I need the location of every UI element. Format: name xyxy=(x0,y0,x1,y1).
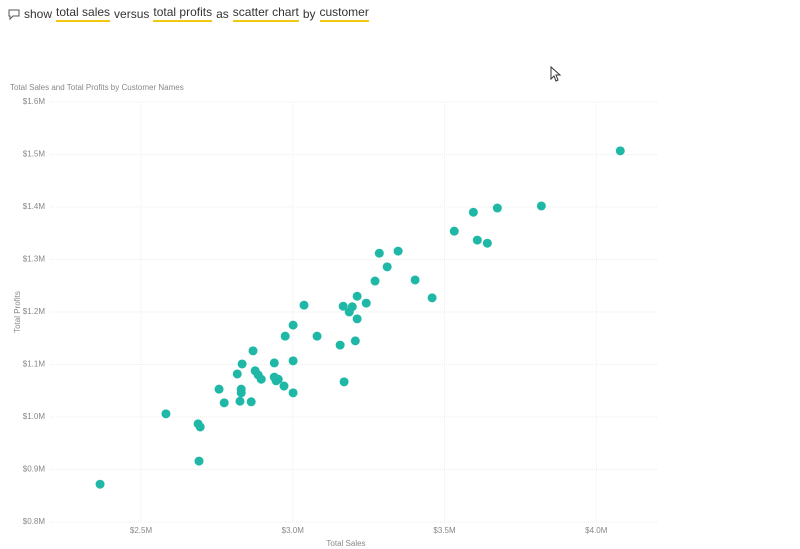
query-keyword: customer xyxy=(319,5,369,22)
scatter-point xyxy=(256,374,266,384)
scatter-point xyxy=(219,398,229,408)
y-tick-label: $1.5M xyxy=(23,150,46,159)
cursor xyxy=(550,65,562,82)
scatter-point xyxy=(427,293,437,303)
scatter-point xyxy=(194,456,204,466)
scatter-point xyxy=(279,381,289,391)
scatter-point xyxy=(339,377,349,387)
query-keyword: scatter chart xyxy=(232,5,299,22)
query-word: by xyxy=(302,6,316,21)
scatter-point xyxy=(393,246,403,256)
query-keyword: total profits xyxy=(153,5,213,22)
scatter-point xyxy=(350,336,360,346)
scatter-point xyxy=(269,358,279,368)
comment-icon xyxy=(8,9,20,20)
scatter-point xyxy=(472,235,482,245)
scatter-point xyxy=(288,356,298,366)
scatter-point xyxy=(280,331,290,341)
y-tick-label: $0.8M xyxy=(23,517,46,526)
scatter-point xyxy=(235,396,245,406)
scatter-point xyxy=(468,207,478,217)
scatter-point xyxy=(271,376,281,386)
scatter-point xyxy=(288,388,298,398)
y-tick-label: $1.3M xyxy=(23,255,46,264)
scatter-point xyxy=(352,314,362,324)
y-axis-label: Total Profits xyxy=(13,291,22,333)
scatter-point xyxy=(449,226,459,236)
scatter-point xyxy=(95,479,105,489)
scatter-point xyxy=(370,276,380,286)
chart-title: Total Sales and Total Profits by Custome… xyxy=(10,83,184,92)
y-tick-label: $1.4M xyxy=(23,202,46,211)
y-tick-label: $1.6M xyxy=(23,97,46,106)
scatter-point xyxy=(214,384,224,394)
scatter-point xyxy=(288,320,298,330)
scatter-point xyxy=(161,409,171,419)
scatter-point xyxy=(237,359,247,369)
x-tick-label: $2.5M xyxy=(130,526,153,535)
scatter-point xyxy=(352,291,362,301)
y-tick-label: $0.9M xyxy=(23,465,46,474)
scatter-point xyxy=(312,331,322,341)
scatter-point xyxy=(338,301,348,311)
x-tick-label: $3.0M xyxy=(282,526,305,535)
query-bar: show total sales versus total profits as scat… xyxy=(8,5,369,22)
query-word: show xyxy=(24,6,53,21)
scatter-point xyxy=(299,300,309,310)
x-tick-label: $4.0M xyxy=(585,526,608,535)
scatter-point xyxy=(492,203,502,213)
y-tick-label: $1.0M xyxy=(23,412,46,421)
scatter-point xyxy=(236,388,246,398)
x-tick-label: $3.5M xyxy=(433,526,456,535)
scatter-point xyxy=(195,422,205,432)
query-word: as xyxy=(216,6,229,21)
scatter-point xyxy=(232,369,242,379)
scatter-point xyxy=(374,248,384,258)
scatter-point xyxy=(248,346,258,356)
scatter-point xyxy=(410,275,420,285)
scatter-point xyxy=(246,397,256,407)
scatter-point xyxy=(335,340,345,350)
y-tick-label: $1.2M xyxy=(23,307,46,316)
scatter-point xyxy=(382,262,392,272)
scatter-point xyxy=(615,146,625,156)
y-tick-label: $1.1M xyxy=(23,360,46,369)
query-word: versus xyxy=(114,6,150,21)
scatter-point xyxy=(536,201,546,211)
scatter-point xyxy=(361,298,371,308)
scatter-point xyxy=(482,238,492,248)
x-axis-label: Total Sales xyxy=(326,539,365,548)
query-keyword: total sales xyxy=(56,5,111,22)
scatter-point xyxy=(347,302,357,312)
